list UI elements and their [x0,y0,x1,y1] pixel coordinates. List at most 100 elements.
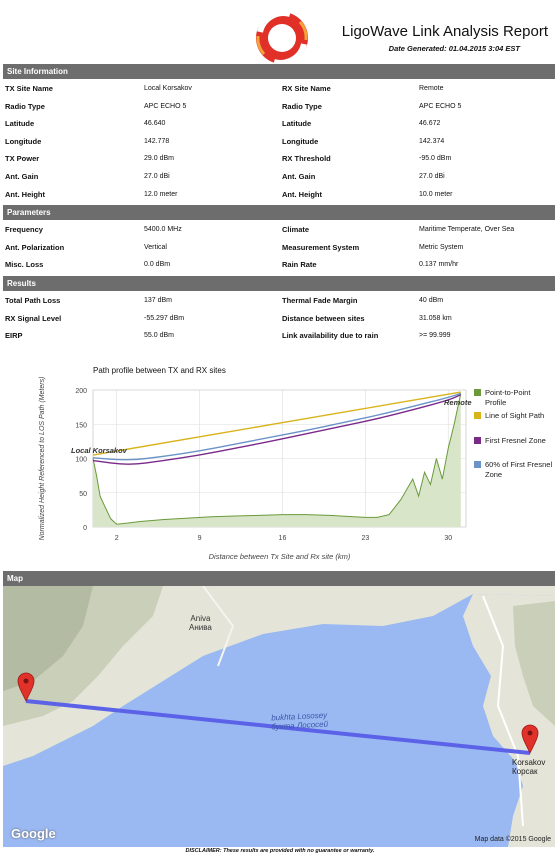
y-tick-label: 50 [79,491,87,498]
y-axis-label: Normalized Height Referenced to LOS Path… [39,377,46,541]
info-row: Ant. Gain 27.0 dBi Ant. Gain 27.0 dBi [3,169,555,186]
row-value: 40 dBm [419,297,444,304]
chart-title: Path profile between TX and RX sites [93,366,226,375]
map-label-korsakov: Korsakov Корсак [512,758,546,776]
row-value: Metric System [419,243,464,251]
x-tick-label: 23 [361,535,369,542]
map-canvas [3,586,555,847]
legend-fresnel-60: 60% of First Fresnel Zone [485,460,553,479]
info-row: TX Power 29.0 dBm RX Threshold -95.0 dBm [3,151,555,168]
row-value: 142.778 [144,137,170,145]
row-label: Climate [282,225,310,234]
terrain-area [93,393,461,527]
row-label: RX Threshold [282,154,331,164]
row-label: Measurement System [282,242,360,252]
legend-profile: Point-to-Point Profile [485,388,531,407]
info-row: TX Site Name Local Korsakov RX Site Name Re… [3,81,555,98]
row-label: Distance between sites [282,313,365,323]
row-value: 46.640 [144,120,166,128]
row-value: 10.0 meter [419,190,453,198]
row-label: Ant. Height [5,189,45,199]
row-label: Ant. Gain [5,172,39,181]
row-value: 142.374 [419,137,445,145]
info-row: Ant. Height 12.0 meter Ant. Height 10.0 met… [3,187,555,204]
row-label: Total Path Loss [5,296,61,305]
row-value: Vertical [144,243,167,251]
row-value: -55.297 dBm [144,314,185,322]
section-parameters: Parameters [3,205,555,220]
row-label: Ant. Gain [282,172,316,181]
row-value: 27.0 dBi [144,173,170,180]
row-value: APC ECHO 5 [144,102,187,110]
row-value: 55.0 dBm [144,332,174,340]
row-value: >= 99.999 [419,332,451,340]
row-label: Misc. Loss [5,260,44,270]
section-site-information: Site Information [3,64,555,79]
row-label: RX Site Name [282,84,331,93]
info-row: Longitude 142.778 Longitude 142.374 [3,134,555,151]
row-label: EIRP [5,331,23,341]
report-date: Date Generated: 01.04.2015 3:04 EST [388,44,520,53]
row-label: TX Power [5,154,40,164]
row-value: 46.672 [419,120,441,128]
info-row: Latitude 46.640 Latitude 46.672 [3,116,555,133]
info-row: RX Signal Level -55.297 dBm Distance betwe… [3,311,555,328]
section-results: Results [3,276,555,291]
annotation-remote: Remote [444,398,472,407]
row-value: 31.058 km [419,314,452,322]
row-value: Local Korsakov [144,85,192,92]
path-profile-chart: 0 50 100 150 200 2 9 16 23 30 Local Korsakov Remote… [39,377,472,561]
row-label: Link availability due to rain [282,331,379,341]
y-tick-label: 100 [75,457,87,464]
rx-map-pin-icon[interactable] [521,724,539,754]
row-label: RX Signal Level [5,313,62,323]
disclaimer: DISCLAIMER: These results are provided w… [185,848,375,854]
x-tick-label: 16 [279,535,287,542]
legend-first-fresnel: First Fresnel Zone [485,436,546,445]
map-view[interactable]: Aniva Анива bukhta Lososey бухта Лососей… [3,586,555,847]
first-fresnel-line [92,394,462,465]
x-tick-label: 9 [198,535,202,542]
tx-map-pin-icon[interactable] [17,672,35,702]
row-label: TX Site Name [5,84,53,93]
row-label: Ant. Height [282,189,322,199]
x-axis-label: Distance between Tx Site and Rx site (km… [209,552,351,561]
row-label: Longitude [5,136,42,146]
fresnel-60-line [92,392,461,461]
google-logo: Google [11,826,56,841]
row-label: Latitude [282,119,312,129]
row-value: 29.0 dBm [144,155,174,163]
terrain-profile-line [92,393,462,525]
row-label: Longitude [282,136,319,146]
info-row: Radio Type APC ECHO 5 Radio Type APC ECHO 5 [3,99,555,116]
row-label: Frequency [5,225,43,234]
map-label-aniva: Aniva Анива [189,614,212,632]
legend-first-fresnel-swatch [474,437,481,444]
info-row: Ant. Polarization Vertical Measurement Sys… [3,240,555,257]
legend-line-of-sight-swatch [474,412,481,419]
row-value: 0.0 dBm [144,261,171,269]
link-path [25,699,531,755]
row-value: 137 dBm [144,297,173,304]
info-row: Total Path Loss 137 dBm Thermal Fade Margi… [3,293,555,310]
y-tick-label: 200 [75,388,87,395]
row-label: Ant. Polarization [5,242,65,252]
row-label: Radio Type [5,101,45,111]
row-label: Radio Type [282,101,322,111]
y-tick-label: 150 [75,422,87,429]
row-label: Rain Rate [282,260,317,270]
line-of-sight-line [92,391,461,456]
row-value: 0.137 mm/hr [419,261,459,269]
annotation-local-korsakov: Local Korsakov [71,446,128,455]
x-tick-label: 30 [444,535,452,542]
map-attribution: Map data ©2015 Google [474,836,551,843]
row-value: 12.0 meter [144,190,178,198]
ligowave-logo-icon [256,10,308,66]
map-label-bay: bukhta Lososey бухта Лососей [270,710,329,732]
row-value: APC ECHO 5 [419,102,462,110]
legend-line-of-sight: Line of Sight Path [485,411,545,420]
row-value: Remote [419,85,444,92]
section-map: Map [3,571,555,586]
info-row: Frequency 5400.0 MHz Climate Maritime Tempe… [3,222,555,239]
row-value: Maritime Temperate, Over Sea [419,226,515,233]
